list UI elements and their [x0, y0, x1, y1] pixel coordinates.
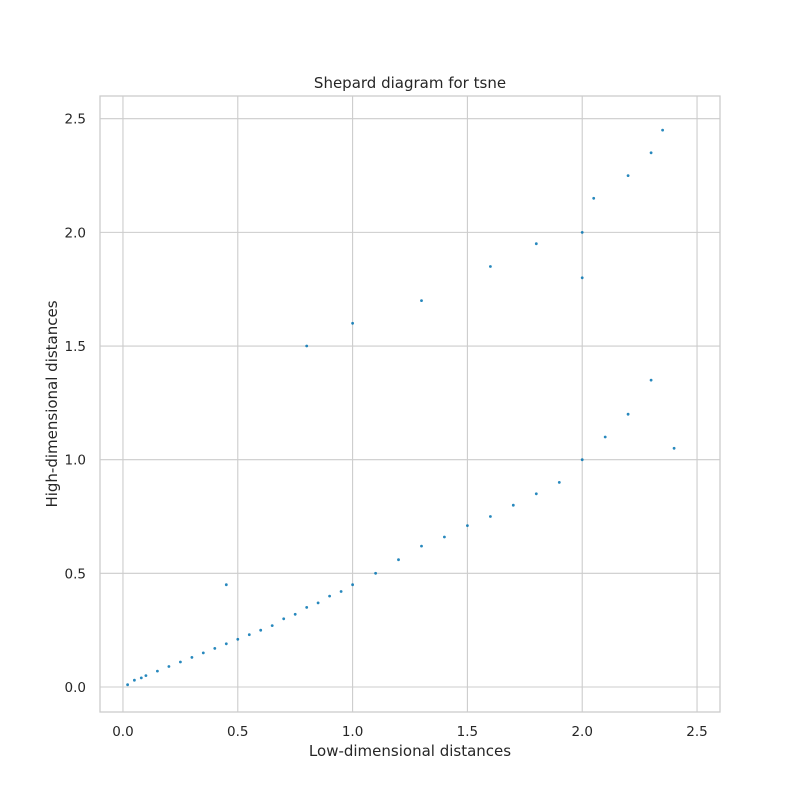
grid: [100, 96, 720, 712]
x-axis-label: Low-dimensional distances: [309, 742, 511, 760]
scatter-point: [305, 344, 309, 348]
y-tick-label: 0.5: [65, 566, 86, 582]
x-tick-label: 1.5: [457, 724, 478, 740]
scatter-point: [339, 590, 343, 593]
y-tick-label: 1.0: [65, 453, 86, 469]
scatter-point: [144, 674, 148, 677]
x-tick-label: 1.0: [342, 724, 363, 740]
scatter-point: [259, 628, 263, 632]
scatter-point: [557, 481, 561, 484]
scatter-point: [328, 594, 331, 598]
scatter-point: [126, 683, 129, 687]
scatter-point: [511, 503, 515, 507]
scatter-point: [489, 515, 492, 518]
scatter-point: [351, 583, 354, 587]
scatter-point: [626, 412, 630, 416]
x-tick-label: 2.0: [571, 724, 592, 740]
x-tick-labels: 0.0 0.5 1.0 1.5 2.0 2.5: [112, 724, 708, 740]
scatter-point: [534, 242, 538, 246]
chart-title: Shepard diagram for tsne: [314, 74, 506, 92]
x-tick-label: 0.5: [227, 724, 248, 740]
scatter-point: [236, 637, 240, 641]
scatter-point: [213, 647, 217, 650]
scatter-point: [420, 299, 423, 302]
scatter-point: [592, 196, 596, 200]
scatter-point: [156, 669, 159, 673]
y-tick-label: 2.5: [65, 112, 86, 128]
scatter-point: [534, 492, 538, 496]
scatter-point: [270, 624, 274, 627]
scatter-point: [672, 446, 676, 450]
x-tick-label: 2.5: [686, 724, 707, 740]
scatter-point: [293, 612, 297, 616]
scatter-point: [489, 265, 492, 268]
scatter-point: [201, 651, 205, 655]
scatter-point: [374, 571, 377, 575]
scatter-points: [126, 128, 676, 687]
scatter-point: [190, 656, 194, 659]
scatter-point: [133, 678, 136, 682]
scatter-point: [580, 231, 584, 234]
y-tick-labels: 0.0 0.5 1.0 1.5 2.0 2.5: [65, 112, 86, 696]
scatter-point: [466, 524, 469, 527]
scatter-point: [139, 676, 143, 680]
scatter-point: [580, 458, 584, 462]
scatter-point: [179, 660, 182, 664]
scatter-point: [247, 633, 251, 637]
scatter-point: [661, 128, 664, 132]
y-tick-label: 0.0: [65, 680, 86, 696]
scatter-point: [649, 378, 653, 382]
scatter-point: [351, 321, 354, 325]
scatter-point: [443, 535, 446, 539]
y-axis-label: High-dimensional distances: [43, 300, 61, 507]
scatter-point: [224, 642, 228, 646]
scatter-point: [580, 276, 584, 280]
plot-frame: [99, 95, 721, 713]
scatter-point: [649, 151, 653, 155]
scatter-point: [626, 174, 630, 178]
scatter-point: [397, 558, 400, 562]
scatter-point: [167, 665, 171, 668]
scatter-point: [224, 583, 228, 587]
scatter-point: [305, 606, 309, 609]
x-tick-label: 0.0: [112, 724, 133, 740]
scatter-point: [420, 544, 423, 548]
y-tick-label: 2.0: [65, 225, 86, 241]
scatter-point: [316, 601, 320, 605]
scatter-point: [282, 617, 286, 621]
scatter-point: [603, 435, 607, 439]
y-tick-label: 1.5: [65, 339, 86, 355]
